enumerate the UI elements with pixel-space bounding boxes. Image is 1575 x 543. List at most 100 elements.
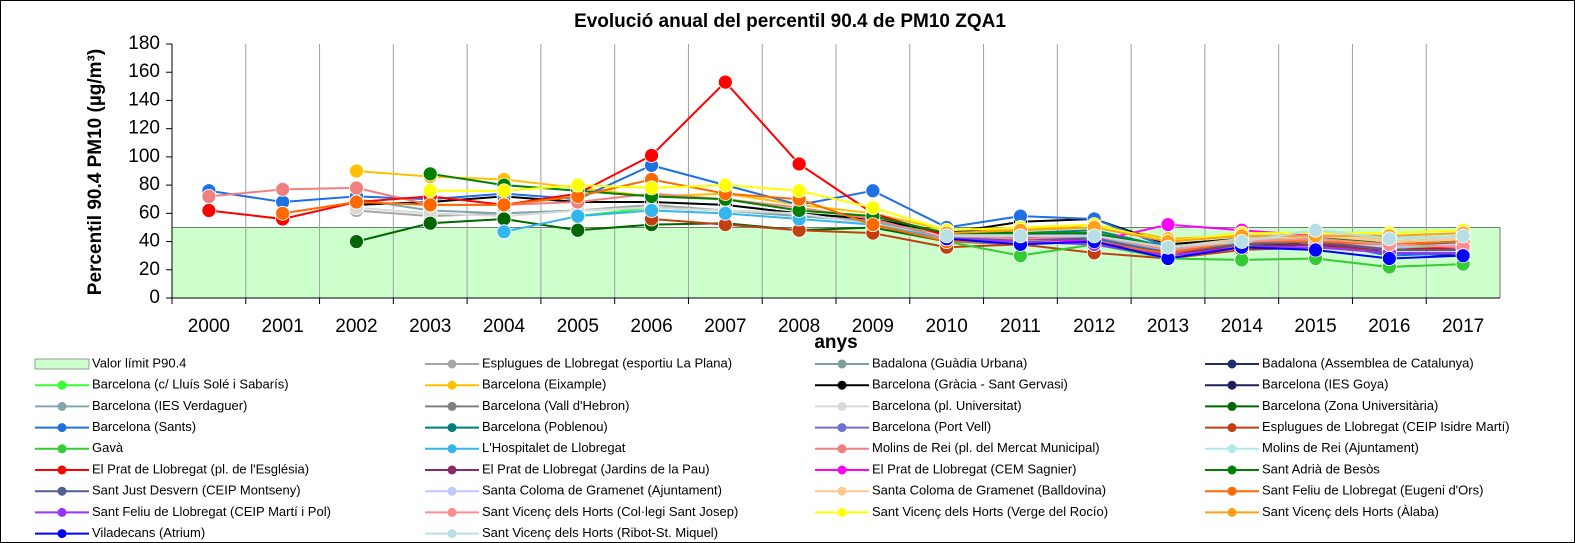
data-point [201, 188, 217, 204]
legend-marker [837, 444, 847, 454]
legend-label: Gavà [92, 440, 124, 455]
series-line [946, 234, 1464, 252]
data-point [1308, 222, 1323, 238]
legend-marker [1227, 401, 1237, 411]
x-tick-label: 2017 [1442, 316, 1484, 337]
legend-label: Sant Vicenç dels Horts (Ribot-St. Miquel… [482, 525, 718, 540]
x-tick-label: 2010 [926, 316, 968, 337]
data-point [422, 215, 438, 231]
legend-marker [837, 507, 847, 517]
data-point [1234, 234, 1250, 249]
legend-label: Sant Feliu de Llobregat (CEIP Martí i Po… [92, 504, 331, 519]
data-point [865, 183, 881, 199]
legend-marker [1227, 465, 1237, 475]
legend-label: Sant Adrià de Besòs [1262, 461, 1380, 476]
legend-label: Molins de Rei (pl. del Mercat Municipal) [872, 440, 1100, 455]
legend-label: Molins de Rei (Ajuntament) [1262, 440, 1419, 455]
legend-marker [447, 423, 457, 433]
legend-label: Santa Coloma de Gramenet (Ajuntament) [482, 483, 722, 498]
data-point [496, 183, 512, 199]
legend-label: Barcelona (Sants) [92, 419, 196, 434]
legend-marker [447, 486, 457, 496]
data-point [349, 194, 364, 210]
series-line [946, 240, 1464, 268]
data-point [1381, 251, 1397, 266]
data-point [1086, 228, 1102, 244]
legend-label: Sant Just Desvern (CEIP Montseny) [92, 483, 301, 498]
x-tick-label: 2014 [1221, 316, 1264, 337]
legend-marker [837, 401, 847, 411]
legend-marker [837, 486, 847, 496]
legend-label: L'Hospitalet de Llobregat [482, 440, 626, 455]
legend-label: Sant Feliu de Llobregat (Eugeni d'Ors) [1262, 483, 1483, 498]
legend-marker [1227, 423, 1237, 433]
legend-label: Barcelona (Gràcia - Sant Gervasi) [872, 377, 1068, 392]
legend-marker [447, 465, 457, 475]
y-tick-label: 160 [128, 61, 160, 82]
y-tick-label: 0 [149, 287, 160, 308]
legend-label: Barcelona (Poblenou) [482, 419, 608, 434]
legend-marker [447, 359, 457, 369]
legend-marker [447, 380, 457, 390]
legend-label: Barcelona (c/ Lluís Solé i Sabarís) [92, 377, 289, 392]
x-tick-label: 2007 [704, 316, 746, 337]
legend-marker [1227, 380, 1237, 390]
series-line [946, 226, 1464, 243]
legend-label: El Prat de Llobregat (Jardins de la Pau) [482, 461, 710, 476]
x-tick-label: 2003 [409, 316, 451, 337]
legend-label: Barcelona (pl. Universitat) [872, 398, 1022, 413]
y-tick-label: 60 [139, 202, 160, 223]
data-point [1381, 231, 1397, 247]
legend-swatch [34, 358, 90, 370]
legend-label: Viladecans (Atrium) [92, 525, 205, 540]
data-point [422, 183, 438, 199]
legend-label: Santa Coloma de Gramenet (Balldovina) [872, 483, 1106, 498]
y-tick-label: 100 [128, 146, 160, 167]
legend-label: Sant Vicenç dels Horts (Àlaba) [1262, 504, 1439, 519]
legend-marker [447, 507, 457, 517]
data-point [865, 200, 881, 216]
data-point [349, 234, 364, 249]
x-tick-label: 2002 [335, 316, 377, 337]
data-point [496, 211, 512, 227]
legend-marker [57, 529, 67, 539]
legend-marker [57, 465, 67, 475]
data-point [1013, 228, 1028, 244]
x-tick-label: 2001 [262, 316, 304, 337]
x-tick-label: 2000 [188, 316, 230, 337]
legend-label: Badalona (Guàdia Urbana) [872, 355, 1027, 370]
data-point [570, 177, 586, 193]
data-point [644, 148, 659, 163]
legend-marker [837, 380, 847, 390]
data-point [644, 203, 659, 218]
data-point [275, 181, 291, 197]
data-point [496, 197, 512, 213]
legend-label: Esplugues de Llobregat (CEIP Isidre Mart… [1262, 419, 1510, 434]
legend-marker [57, 507, 67, 517]
series-line [946, 237, 1464, 257]
data-point [1234, 252, 1250, 268]
data-point [201, 203, 217, 218]
data-point [1455, 248, 1471, 264]
data-point [1160, 239, 1176, 255]
data-point [644, 180, 659, 196]
legend-marker [1227, 444, 1237, 454]
data-point [791, 183, 807, 199]
legend-label: Badalona (Assemblea de Catalunya) [1262, 355, 1474, 370]
legend-label: El Prat de Llobregat (pl. de l'Església) [92, 461, 309, 476]
legend-label: Valor límit P90.4 [92, 355, 186, 370]
chart-title: Evolució anual del percentil 90.4 de PM1… [574, 11, 1006, 32]
series-line [946, 237, 1464, 260]
data-point [570, 222, 586, 238]
legend-marker [447, 401, 457, 411]
data-point [717, 74, 733, 90]
y-tick-label: 20 [139, 259, 160, 280]
legend-label: Barcelona (IES Verdaguer) [92, 398, 247, 413]
x-tick-label: 2008 [778, 316, 820, 337]
x-tick-label: 2006 [630, 316, 672, 337]
y-axis-title: Percentil 90.4 PM10 (µg/m³) [85, 49, 106, 295]
data-point [1308, 242, 1323, 258]
y-tick-label: 80 [139, 174, 160, 195]
data-point [422, 197, 438, 213]
